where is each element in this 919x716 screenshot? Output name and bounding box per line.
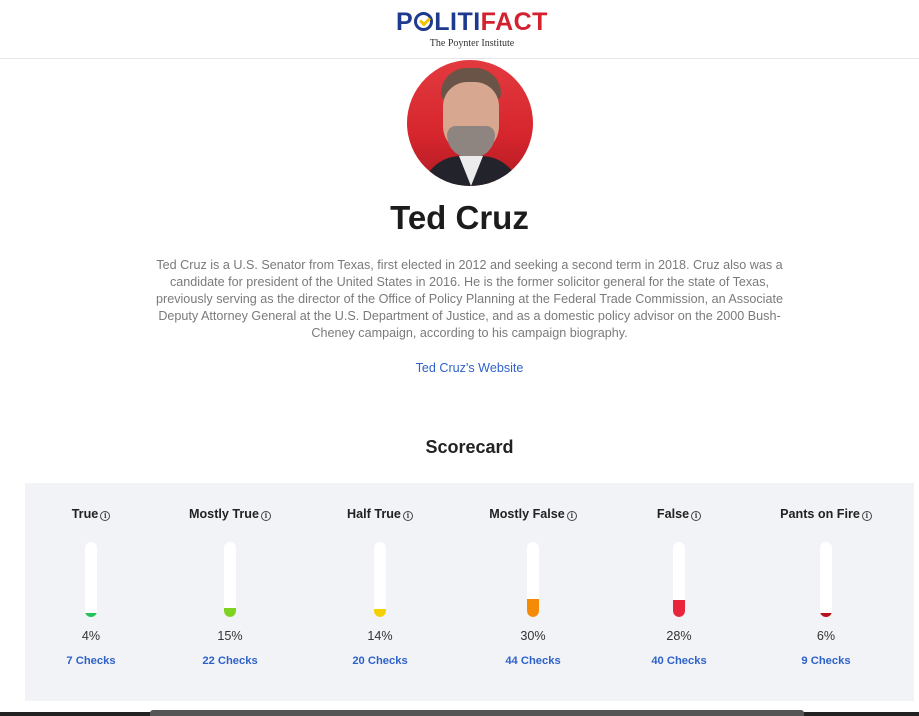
rating-percent: 28% (666, 629, 692, 643)
scorecard-title: Scorecard (425, 437, 514, 457)
avatar (407, 60, 533, 186)
info-icon[interactable]: i (260, 511, 271, 521)
rating-meter-fill (374, 609, 386, 617)
logo-check-o-icon (414, 12, 434, 31)
logo-subtitle: The Poynter Institute (429, 38, 515, 49)
scorecard-column-true: True i 4% 7 Checks (21, 483, 161, 701)
rating-meter-fill (820, 613, 832, 617)
rating-percent: 15% (217, 629, 243, 643)
rating-meter (820, 542, 832, 617)
scorecard-panel: True i 4% 7 Checks Mostly True i 15% 22 Checks H… (25, 483, 914, 701)
rating-meter-fill (527, 599, 539, 617)
info-icon[interactable]: i (566, 511, 577, 521)
rating-meter (85, 542, 97, 617)
rating-checks-link[interactable]: 40 Checks (651, 655, 707, 667)
info-icon[interactable]: i (861, 511, 872, 521)
rating-percent: 14% (367, 629, 393, 643)
rating-meter (527, 542, 539, 617)
scorecard-column-mostly-false: Mostly False i 30% 44 Checks (463, 483, 603, 701)
scorecard-column-mostly-true: Mostly True i 15% 22 Checks (160, 483, 300, 701)
rating-percent: 30% (520, 629, 546, 643)
rating-label: True i (21, 507, 161, 521)
rating-checks-link[interactable]: 7 Checks (66, 655, 116, 667)
rating-label: False i (609, 507, 749, 521)
website-link[interactable]: Ted Cruz's Website (415, 361, 524, 375)
rating-label-text: Mostly False (489, 507, 565, 521)
rating-label-text: Pants on Fire (780, 507, 860, 521)
rating-label: Half True i (310, 507, 450, 521)
info-icon[interactable]: i (691, 511, 702, 521)
logo-letters-fact: FACT (480, 8, 548, 36)
rating-meter (673, 542, 685, 617)
politifact-logo[interactable]: P LITIFACT The Poynter Institute (396, 9, 548, 50)
profile-bio: Ted Cruz is a U.S. Senator from Texas, f… (156, 258, 783, 340)
rating-meter-fill (224, 608, 236, 617)
rating-meter (224, 542, 236, 617)
rating-meter-fill (85, 613, 97, 617)
scorecard-column-false: False i 28% 40 Checks (609, 483, 749, 701)
website-link-wrapper: Ted Cruz's Website (0, 359, 919, 377)
profile-name: Ted Cruz (390, 199, 529, 236)
bottom-bar-handle (150, 710, 804, 716)
rating-checks-link[interactable]: 20 Checks (352, 655, 408, 667)
logo-letters-p: P (396, 8, 414, 36)
rating-checks-link[interactable]: 44 Checks (505, 655, 561, 667)
rating-label: Mostly False i (463, 507, 603, 521)
rating-label-text: True (71, 507, 99, 521)
rating-label-text: Half True (347, 507, 401, 521)
rating-label: Mostly True i (160, 507, 300, 521)
rating-checks-link[interactable]: 22 Checks (202, 655, 258, 667)
scorecard-column-pants-on-fire: Pants on Fire i 6% 9 Checks (756, 483, 896, 701)
rating-label-text: False (656, 507, 690, 521)
rating-percent: 6% (816, 629, 836, 643)
info-icon[interactable]: i (402, 511, 413, 521)
rating-meter (374, 542, 386, 617)
rating-percent: 4% (81, 629, 101, 643)
rating-checks-link[interactable]: 9 Checks (801, 655, 851, 667)
rating-meter-fill (673, 600, 685, 617)
logo-letters-liti: LITI (434, 8, 481, 36)
site-header: P LITIFACT The Poynter Institute (0, 0, 919, 59)
logo-wordmark: P LITIFACT (396, 9, 548, 36)
info-icon[interactable]: i (100, 511, 111, 521)
rating-label: Pants on Fire i (756, 507, 896, 521)
scorecard-column-half-true: Half True i 14% 20 Checks (310, 483, 450, 701)
rating-label-text: Mostly True (189, 507, 259, 521)
